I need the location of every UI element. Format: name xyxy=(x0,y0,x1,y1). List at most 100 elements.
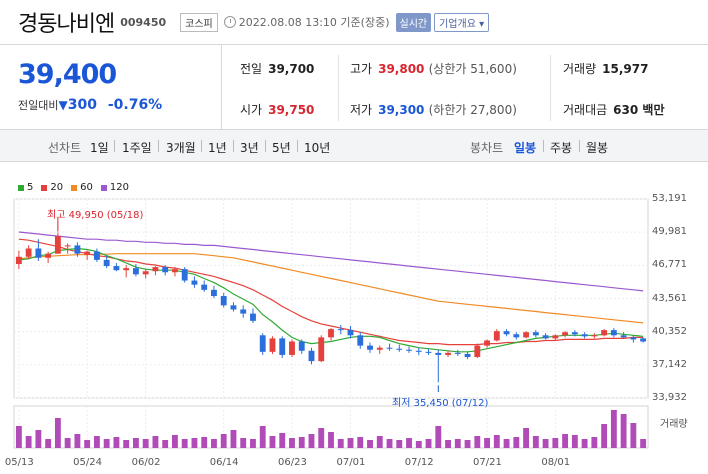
volume-bar xyxy=(552,438,559,448)
clock-icon xyxy=(223,16,236,28)
candle-body xyxy=(328,329,334,338)
tab-1y[interactable]: 1년 xyxy=(208,141,227,155)
candle-chart-label: 봉차트 xyxy=(470,141,504,155)
candle-body xyxy=(640,338,647,342)
prev-value: 39,700 xyxy=(268,62,315,76)
candle-body xyxy=(45,253,52,258)
volume-bar xyxy=(35,430,42,448)
volume-bar xyxy=(571,435,578,448)
x-tick-label: 08/01 xyxy=(541,457,571,468)
legend-swatch xyxy=(41,184,48,191)
volume-bar xyxy=(347,438,354,448)
volume-bar xyxy=(15,426,22,448)
stock-code: 009450 xyxy=(120,15,167,29)
volume-bar xyxy=(250,439,256,448)
legend-ma120: 120 xyxy=(100,182,129,193)
volume-bar xyxy=(435,426,442,448)
volume-bar xyxy=(142,439,149,448)
chart-period-tabs: 선차트 1일 1주일 3개월 1년 3년 5년 10년 봉차트 일봉 주봉 월봉 xyxy=(0,130,708,162)
candle-body xyxy=(464,353,471,357)
divider xyxy=(579,140,580,152)
volume-bar xyxy=(601,424,608,448)
x-tick-label: 07/21 xyxy=(473,457,502,468)
tab-1d[interactable]: 1일 xyxy=(90,141,109,155)
lower-limit: (하한가 27,800) xyxy=(428,103,517,117)
tab-monthly[interactable]: 월봉 xyxy=(586,141,609,155)
prev-label: 전일 xyxy=(240,62,263,76)
volume-bar xyxy=(308,434,315,448)
candle-body xyxy=(132,268,139,275)
x-tick-label: 07/01 xyxy=(336,457,366,468)
tab-10y[interactable]: 10년 xyxy=(304,141,331,155)
current-price: 39,400 xyxy=(18,59,117,90)
candle-body xyxy=(376,347,383,350)
candle-body xyxy=(240,309,247,314)
x-tick-label: 05/13 xyxy=(4,457,34,468)
divider xyxy=(158,140,159,152)
legend-label: 20 xyxy=(50,182,64,193)
candle-body xyxy=(601,330,608,336)
y-tick-label: 49,981 xyxy=(652,226,687,238)
volume-bar xyxy=(610,410,617,448)
volume-bar xyxy=(503,439,510,448)
volume-bar xyxy=(181,439,188,448)
candle-body xyxy=(474,345,481,357)
y-tick-label: 46,771 xyxy=(652,259,687,271)
change-percent: -0.76% xyxy=(107,97,163,113)
candle-body xyxy=(113,266,120,271)
legend-label: 120 xyxy=(109,182,129,193)
volume-bar xyxy=(445,440,451,448)
candle-body xyxy=(367,345,373,350)
divider xyxy=(265,140,266,152)
tab-5y[interactable]: 5년 xyxy=(272,141,291,155)
open-label: 시가 xyxy=(240,103,263,117)
candle-body xyxy=(454,352,461,354)
legend-swatch xyxy=(18,184,24,191)
tab-3y[interactable]: 3년 xyxy=(240,141,259,155)
volume-label: 거래량 xyxy=(563,62,597,76)
quote-panel: 39,400 전일대비▼300 -0.76% 전일 39,700 고가 39,800… xyxy=(0,44,708,130)
volume-bar xyxy=(542,439,549,448)
volume-bar xyxy=(220,434,227,448)
high-price: 고가 39,800 (상한가 51,600) xyxy=(350,60,517,77)
trade-amount: 거래대금 630 백만 xyxy=(563,101,664,118)
company-overview-dropdown[interactable]: 기업개요 ▾ xyxy=(434,12,490,32)
candle-body xyxy=(571,332,578,335)
x-tick-label: 06/02 xyxy=(131,457,161,468)
volume-bar xyxy=(123,440,130,448)
x-tick-label: 07/12 xyxy=(404,457,434,468)
tab-1w[interactable]: 1주일 xyxy=(122,141,152,155)
legend-ma5: 5 xyxy=(18,182,33,193)
volume-bar xyxy=(532,436,539,448)
candle-body xyxy=(230,305,237,310)
candle-body xyxy=(220,296,227,306)
candle-body xyxy=(542,335,549,339)
volume-bar xyxy=(523,428,530,448)
candle-body xyxy=(162,267,169,273)
volume-bar xyxy=(464,440,471,448)
volume-bar xyxy=(357,437,364,448)
candle-body xyxy=(142,271,149,275)
volume-bar xyxy=(152,436,159,448)
volume-bar xyxy=(201,437,208,448)
candle-body xyxy=(415,350,422,352)
volume-bar xyxy=(493,435,500,448)
realtime-button[interactable]: 실시간 xyxy=(395,12,432,32)
legend-ma60: 60 xyxy=(71,182,93,193)
legend-ma20: 20 xyxy=(41,182,63,193)
volume-bar xyxy=(74,434,81,448)
candle-body xyxy=(396,348,403,350)
candle-body xyxy=(93,251,100,260)
line-chart-label: 선차트 xyxy=(48,141,82,155)
legend-label: 5 xyxy=(27,182,34,193)
volume-axis-label: 거래량 xyxy=(660,419,688,430)
tab-weekly[interactable]: 주봉 xyxy=(550,141,573,155)
volume-bar xyxy=(259,426,266,448)
amount-value: 630 백만 xyxy=(613,103,665,117)
volume-bar xyxy=(279,433,286,448)
tab-daily[interactable]: 일봉 xyxy=(514,141,537,155)
candle-body xyxy=(123,268,130,271)
volume-bar xyxy=(328,432,334,448)
tab-3m[interactable]: 3개월 xyxy=(166,141,196,155)
